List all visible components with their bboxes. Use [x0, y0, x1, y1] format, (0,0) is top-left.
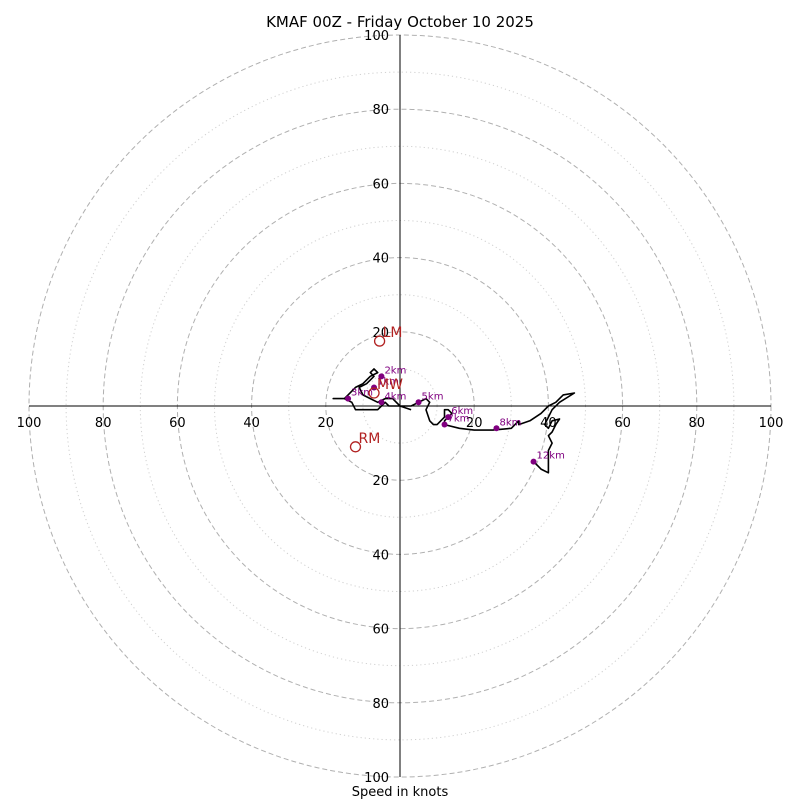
height-label-12km: 12km — [537, 451, 565, 462]
tick-x-neg-80: 80 — [95, 416, 112, 431]
storm-motion-mw — [368, 387, 380, 399]
x-axis-label: Speed in knots — [352, 785, 449, 800]
storm-motion-label-mw: MW — [377, 377, 403, 393]
height-label-6km: 6km — [451, 406, 473, 417]
tick-y-neg-80: 80 — [372, 697, 389, 712]
height-label-5km: 5km — [422, 391, 444, 402]
height-label-4km: 4km — [384, 391, 406, 402]
height-marker-7km — [441, 421, 448, 428]
tick-x-neg-40: 40 — [243, 416, 260, 431]
hodograph-trace — [332, 368, 576, 474]
tick-y-pos-60: 60 — [372, 177, 389, 192]
tick-y-neg-60: 60 — [372, 623, 389, 638]
tick-x-pos-20: 20 — [466, 416, 483, 431]
tick-x-neg-20: 20 — [318, 416, 335, 431]
height-label-1km: 1km — [377, 376, 399, 387]
tick-y-neg-40: 40 — [372, 548, 389, 563]
storm-motion-rm — [349, 441, 362, 453]
tick-x-neg-60: 60 — [169, 416, 186, 431]
storm-motion-label-lm: LM — [383, 325, 403, 341]
height-marker-8km — [493, 425, 500, 432]
height-label-2km: 2km — [384, 365, 406, 376]
height-marker-3km — [345, 395, 352, 402]
storm-motion-lm — [373, 335, 386, 347]
height-label-8km: 8km — [499, 417, 521, 428]
tick-y-neg-100: 100 — [364, 771, 389, 786]
height-marker-12km — [530, 458, 537, 465]
storm-motion-label-rm: RM — [358, 431, 380, 447]
tick-y-neg-20: 20 — [372, 474, 389, 489]
tick-x-pos-100: 100 — [759, 416, 784, 431]
tick-x-pos-40: 40 — [540, 416, 557, 431]
tick-y-pos-40: 40 — [372, 252, 389, 267]
tick-y-pos-100: 100 — [364, 29, 389, 44]
tick-x-pos-80: 80 — [689, 416, 706, 431]
tick-x-neg-100: 100 — [17, 416, 42, 431]
hodograph-trace-group — [332, 368, 576, 474]
height-marker-4km — [378, 399, 385, 406]
tick-y-pos-80: 80 — [372, 103, 389, 118]
height-marker-6km — [445, 414, 452, 421]
height-label-7km: 7km — [448, 414, 470, 425]
storm-motion-markers: LM MW RM — [349, 325, 403, 453]
chart-title: KMAF 00Z - Friday October 10 2025 — [266, 13, 534, 31]
height-marker-2km — [378, 373, 385, 380]
tick-x-pos-60: 60 — [614, 416, 631, 431]
height-marker-5km — [415, 399, 422, 406]
height-label-3km: 3km — [351, 388, 373, 399]
